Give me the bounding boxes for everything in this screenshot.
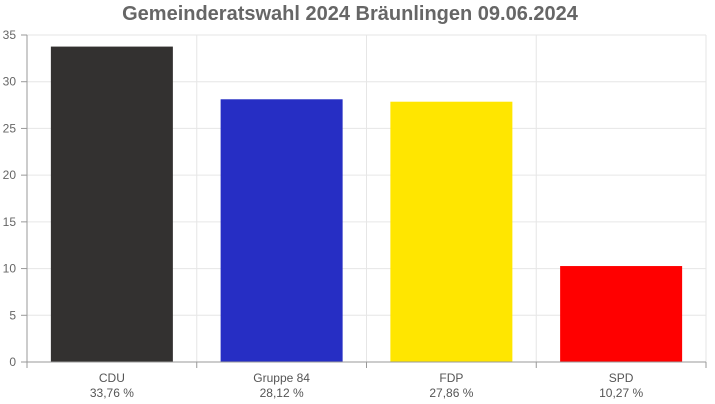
x-category-label: Gruppe 84 [253, 371, 310, 385]
y-tick-label: 15 [3, 215, 17, 229]
x-category-label: SPD [609, 371, 634, 385]
bar [50, 46, 173, 362]
y-tick-label: 30 [3, 75, 17, 89]
y-tick-label: 0 [9, 355, 16, 369]
y-tick-label: 35 [3, 28, 17, 42]
bar [560, 266, 683, 362]
x-category-percent-label: 27,86 % [429, 386, 473, 400]
bar [220, 99, 343, 362]
x-category-label: CDU [99, 371, 125, 385]
y-tick-label: 10 [3, 262, 17, 276]
x-category-percent-label: 28,12 % [260, 386, 304, 400]
y-tick-label: 25 [3, 121, 17, 135]
y-tick-label: 20 [3, 168, 17, 182]
bars [50, 46, 683, 362]
x-category-percent-label: 33,76 % [90, 386, 134, 400]
chart-title: Gemeinderatswahl 2024 Bräunlingen 09.06.… [122, 3, 579, 25]
bar [390, 101, 513, 362]
x-category-percent-label: 10,27 % [599, 386, 643, 400]
x-category-label: FDP [439, 371, 463, 385]
y-tick-label: 5 [9, 308, 16, 322]
